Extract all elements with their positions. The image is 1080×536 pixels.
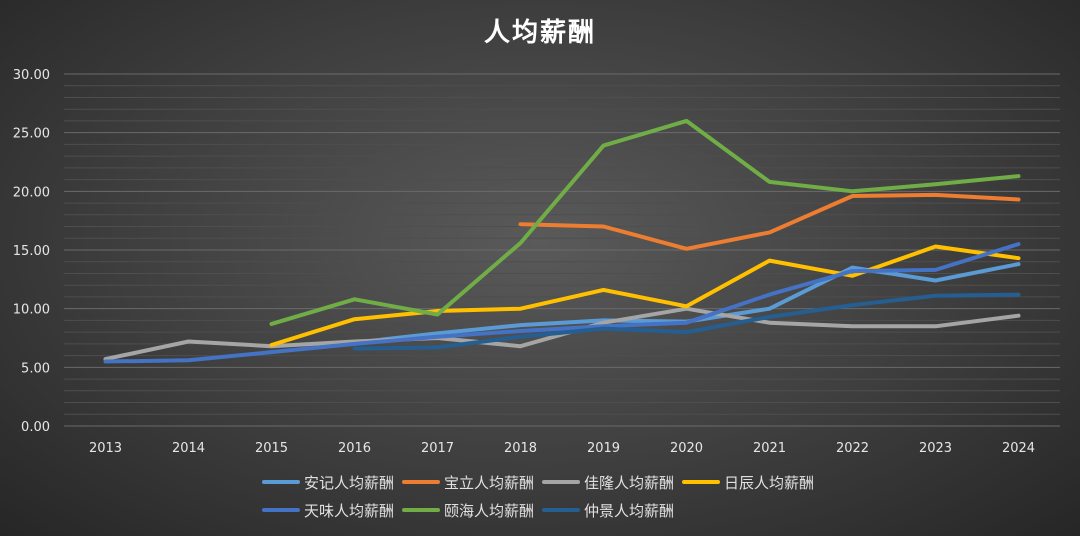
legend-swatch xyxy=(402,508,440,512)
x-tick-label: 2014 xyxy=(172,441,205,456)
y-tick-label: 15.00 xyxy=(13,244,50,259)
x-tick-label: 2022 xyxy=(836,441,869,456)
legend-label: 安记人均薪酬 xyxy=(304,473,395,492)
legend-swatch xyxy=(542,480,580,484)
x-tick-label: 2021 xyxy=(753,441,786,456)
series-line xyxy=(269,244,1021,347)
legend-item: 佳隆人均薪酬 xyxy=(542,472,674,492)
x-tick-label: 2018 xyxy=(504,441,537,456)
series-line xyxy=(518,192,1021,251)
legend-label: 天味人均薪酬 xyxy=(304,501,395,520)
legend-label: 宝立人均薪酬 xyxy=(444,473,535,492)
legend-label: 佳隆人均薪酬 xyxy=(584,473,675,492)
legend-swatch xyxy=(402,480,440,484)
x-tick-label: 2015 xyxy=(255,441,288,456)
x-tick-label: 2019 xyxy=(587,441,620,456)
legend-item: 安记人均薪酬 xyxy=(262,472,394,492)
x-tick-label: 2017 xyxy=(421,441,454,456)
chart-title: 人均薪酬 xyxy=(483,18,596,48)
y-tick-label: 0.00 xyxy=(21,420,50,435)
legend-label: 仲景人均薪酬 xyxy=(584,501,675,520)
series-line xyxy=(269,118,1021,326)
legend-item: 颐海人均薪酬 xyxy=(402,500,534,520)
legend-swatch xyxy=(262,508,300,512)
y-tick-label: 5.00 xyxy=(21,361,50,376)
x-tick-label: 2013 xyxy=(89,441,122,456)
y-tick-label: 30.00 xyxy=(13,68,50,83)
x-tick-label: 2016 xyxy=(338,441,371,456)
x-tick-label: 2020 xyxy=(670,441,703,456)
x-tick-label: 2023 xyxy=(919,441,952,456)
legend-label: 颐海人均薪酬 xyxy=(444,501,535,520)
legend-item: 宝立人均薪酬 xyxy=(402,472,534,492)
legend-item: 日辰人均薪酬 xyxy=(682,472,814,492)
series-line xyxy=(352,292,1021,351)
legend-label: 日辰人均薪酬 xyxy=(724,473,815,492)
legend-swatch xyxy=(262,480,300,484)
legend-item: 仲景人均薪酬 xyxy=(542,500,674,520)
series-line xyxy=(103,242,1021,364)
y-tick-label: 25.00 xyxy=(13,127,50,142)
legend-swatch xyxy=(682,480,720,484)
y-tick-label: 20.00 xyxy=(13,185,50,200)
legend-item: 天味人均薪酬 xyxy=(262,500,394,520)
x-tick-label: 2024 xyxy=(1002,441,1035,456)
y-tick-label: 10.00 xyxy=(13,303,50,318)
legend-swatch xyxy=(542,508,580,512)
